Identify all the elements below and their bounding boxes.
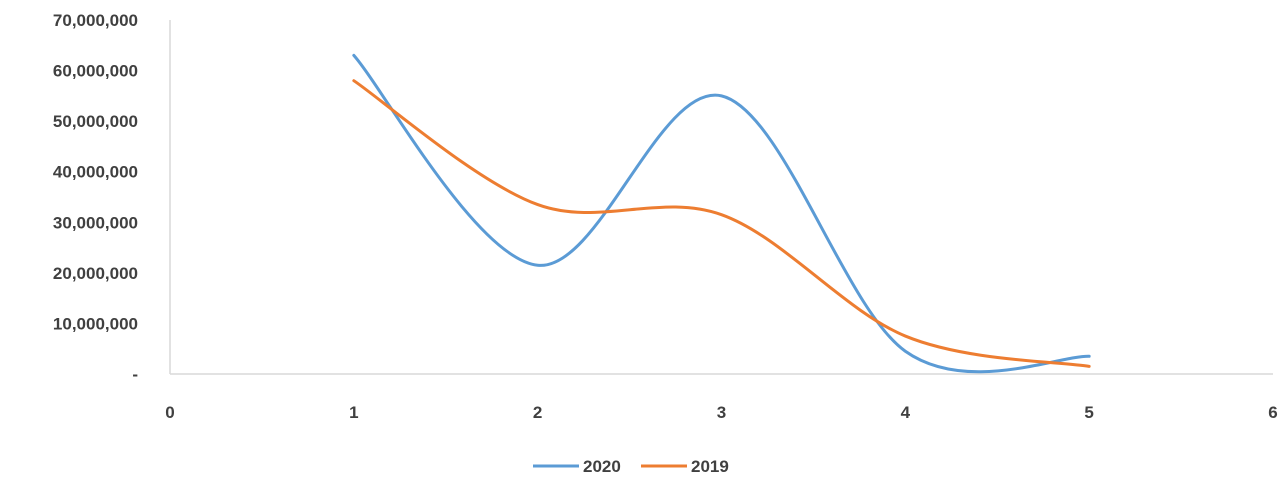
legend-item-2019: 2019: [641, 457, 729, 476]
y-tick-label: 10,000,000: [53, 314, 138, 333]
y-tick-label: 60,000,000: [53, 62, 138, 81]
axes: - 10,000,000 20,000,000 30,000,000 40,000,00…: [53, 11, 1278, 422]
series-lines: [352, 53, 1091, 374]
x-tick-label: 4: [901, 403, 911, 422]
legend-label: 2020: [583, 457, 621, 476]
x-tick-label: 3: [717, 403, 726, 422]
x-tick-label: 5: [1084, 403, 1093, 422]
y-tick-label: -: [132, 365, 138, 384]
legend-label: 2019: [691, 457, 729, 476]
y-tick-label: 40,000,000: [53, 163, 138, 182]
series-line-2019: [352, 79, 1091, 368]
legend-item-2020: 2020: [533, 457, 621, 476]
x-tick-label: 6: [1268, 403, 1277, 422]
x-tick-label: 0: [165, 403, 174, 422]
y-tick-label: 50,000,000: [53, 112, 138, 131]
legend: 2020 2019: [533, 457, 729, 476]
y-tick-label: 30,000,000: [53, 213, 138, 232]
y-tick-label: 70,000,000: [53, 11, 138, 30]
x-tick-label: 2: [533, 403, 542, 422]
y-tick-label: 20,000,000: [53, 264, 138, 283]
x-tick-label: 1: [349, 403, 358, 422]
series-line-2020: [352, 53, 1091, 374]
